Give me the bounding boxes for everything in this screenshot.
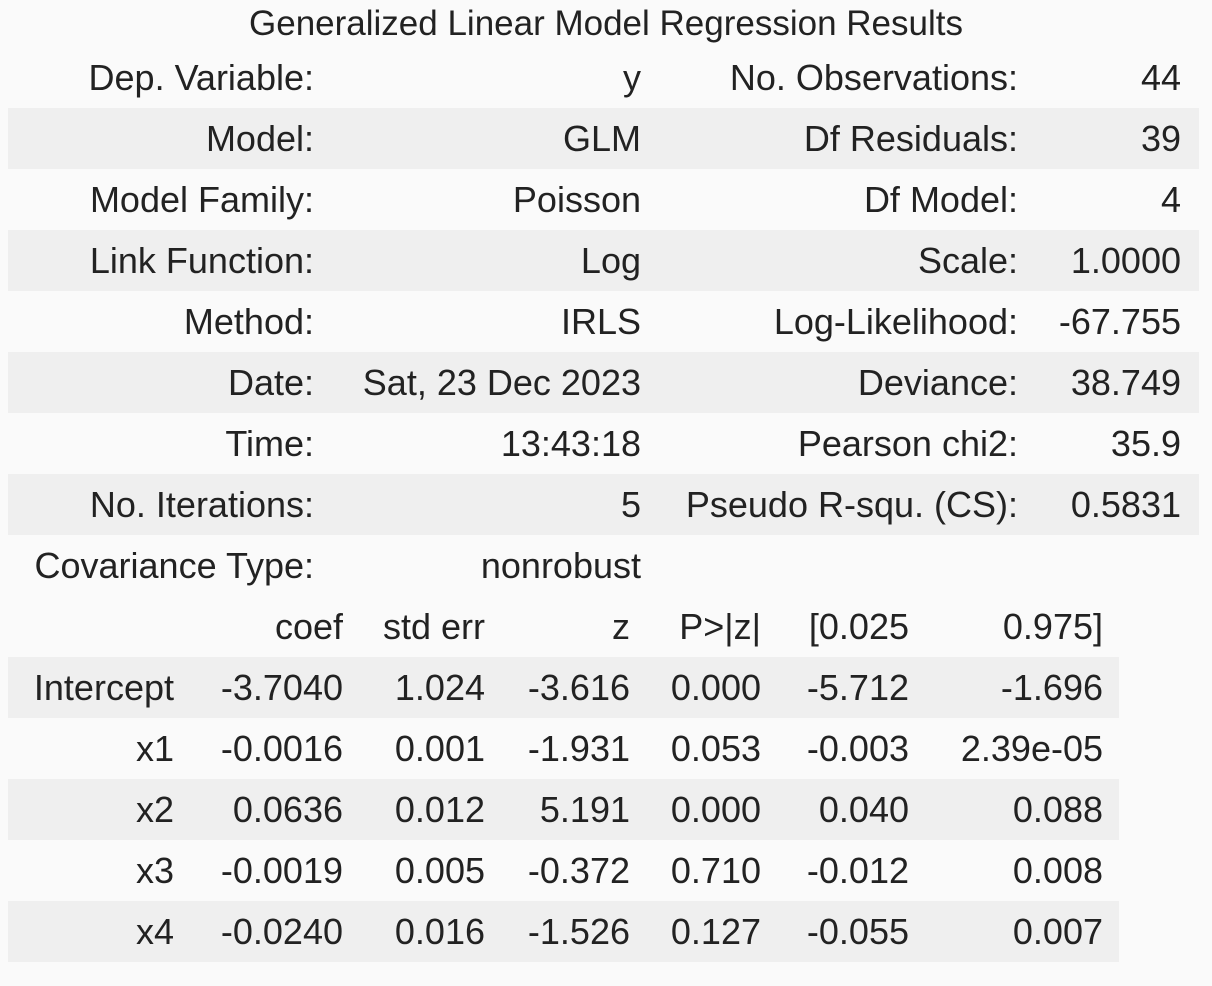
z-value: -0.372 — [527, 850, 630, 891]
ci-high-value: -1.696 — [1000, 667, 1103, 708]
summary-value: 13:43:18 — [500, 423, 641, 464]
summary-label: Model Family: — [89, 179, 314, 220]
coef-value: -0.0016 — [220, 728, 343, 769]
coef-value: 0.0636 — [232, 789, 343, 830]
std-err-value: 0.012 — [394, 789, 485, 830]
coef-variable-name: Intercept — [33, 667, 174, 708]
summary-label: Date: — [227, 362, 314, 403]
coef-header-cell: std err — [382, 606, 485, 647]
summary-label: Time: — [225, 423, 314, 464]
summary-value: GLM — [562, 118, 641, 159]
summary-label: Scale: — [917, 240, 1018, 281]
coef-row: Intercept -3.7040 1.024 -3.616 0.000 -5.… — [8, 657, 1119, 718]
coef-header-cell: P>|z| — [679, 606, 761, 647]
summary-value: 39 — [1140, 118, 1181, 159]
coef-value: -3.7040 — [220, 667, 343, 708]
summary-label: Log-Likelihood: — [773, 301, 1018, 342]
summary-value: 0.5831 — [1070, 484, 1181, 525]
summary-label: Df Residuals: — [803, 118, 1018, 159]
coef-header-cell — [8, 596, 190, 657]
ci-low-value: -0.055 — [806, 911, 909, 952]
table-caption: Generalized Linear Model Regression Resu… — [249, 4, 963, 43]
summary-value: 35.9 — [1110, 423, 1181, 464]
coef-value: -0.0240 — [220, 911, 343, 952]
z-value: -3.616 — [527, 667, 630, 708]
coef-variable-name: x4 — [135, 911, 174, 952]
summary-label: Model: — [205, 118, 314, 159]
summary-value — [1034, 535, 1199, 596]
summary-value: 38.749 — [1070, 362, 1181, 403]
summary-value: nonrobust — [480, 545, 641, 586]
summary-label: Link Function: — [89, 240, 314, 281]
z-value: -1.526 — [527, 911, 630, 952]
summary-row: Link Function: Log Scale: 1.0000 — [8, 230, 1199, 291]
coef-variable-name: x2 — [135, 789, 174, 830]
coef-variable-name: x3 — [135, 850, 174, 891]
summary-value: Log — [580, 240, 641, 281]
std-err-value: 1.024 — [394, 667, 485, 708]
z-value: 5.191 — [539, 789, 630, 830]
summary-label: Deviance: — [857, 362, 1018, 403]
std-err-value: 0.001 — [394, 728, 485, 769]
ci-low-value: -0.003 — [806, 728, 909, 769]
p-value: 0.000 — [670, 789, 761, 830]
coef-row: x1 -0.0016 0.001 -1.931 0.053 -0.003 2.3… — [8, 718, 1119, 779]
coef-row: x3 -0.0019 0.005 -0.372 0.710 -0.012 0.0… — [8, 840, 1119, 901]
summary-row: Time: 13:43:18 Pearson chi2: 35.9 — [8, 413, 1199, 474]
std-err-value: 0.005 — [394, 850, 485, 891]
ci-low-value: 0.040 — [818, 789, 909, 830]
summary-value: 1.0000 — [1070, 240, 1181, 281]
coef-header-row: coef std err z P>|z| [0.025 0.975] — [8, 596, 1119, 657]
summary-value: -67.755 — [1058, 301, 1181, 342]
coef-header-cell: 0.975] — [1002, 606, 1103, 647]
ci-low-value: -0.012 — [806, 850, 909, 891]
summary-value: IRLS — [560, 301, 641, 342]
coef-row: x2 0.0636 0.012 5.191 0.000 0.040 0.088 — [8, 779, 1119, 840]
summary-value: 4 — [1160, 179, 1181, 220]
summary-label: Pearson chi2: — [797, 423, 1018, 464]
coef-row: x4 -0.0240 0.016 -1.526 0.127 -0.055 0.0… — [8, 901, 1119, 962]
summary-row: Method: IRLS Log-Likelihood: -67.755 — [8, 291, 1199, 352]
model-summary-table: Dep. Variable: y No. Observations: 44 Mo… — [8, 47, 1199, 596]
summary-label: Method: — [183, 301, 314, 342]
summary-row: No. Iterations: 5 Pseudo R-squ. (CS): 0.… — [8, 474, 1199, 535]
summary-value: y — [623, 57, 641, 98]
z-value: -1.931 — [527, 728, 630, 769]
model-summary-body: Dep. Variable: y No. Observations: 44 Mo… — [8, 47, 1199, 596]
summary-value: Sat, 23 Dec 2023 — [362, 362, 641, 403]
p-value: 0.053 — [670, 728, 761, 769]
std-err-value: 0.016 — [394, 911, 485, 952]
summary-label: Df Model: — [863, 179, 1018, 220]
coef-header-cell: coef — [274, 606, 343, 647]
ci-high-value: 0.088 — [1012, 789, 1103, 830]
coef-header-cell: z — [612, 606, 630, 647]
summary-row: Model: GLM Df Residuals: 39 — [8, 108, 1199, 169]
coef-header-cell: [0.025 — [808, 606, 909, 647]
summary-row: Date: Sat, 23 Dec 2023 Deviance: 38.749 — [8, 352, 1199, 413]
summary-label: Pseudo R-squ. (CS): — [685, 484, 1018, 525]
summary-row: Covariance Type: nonrobust — [8, 535, 1199, 596]
summary-label — [657, 535, 1034, 596]
coefficients-table: coef std err z P>|z| [0.025 0.975] Inter… — [8, 596, 1119, 962]
summary-label: No. Iterations: — [89, 484, 314, 525]
summary-label: Dep. Variable: — [88, 57, 314, 98]
p-value: 0.127 — [670, 911, 761, 952]
p-value: 0.000 — [670, 667, 761, 708]
coef-variable-name: x1 — [135, 728, 174, 769]
summary-label: Covariance Type: — [34, 545, 315, 586]
summary-value: 44 — [1140, 57, 1181, 98]
ci-high-value: 2.39e-05 — [960, 728, 1103, 769]
ci-high-value: 0.007 — [1012, 911, 1103, 952]
coef-value: -0.0019 — [220, 850, 343, 891]
summary-value: Poisson — [512, 179, 641, 220]
summary-row: Dep. Variable: y No. Observations: 44 — [8, 47, 1199, 108]
summary-value: 5 — [620, 484, 641, 525]
p-value: 0.710 — [670, 850, 761, 891]
ci-high-value: 0.008 — [1012, 850, 1103, 891]
summary-label: No. Observations: — [729, 57, 1018, 98]
ci-low-value: -5.712 — [806, 667, 909, 708]
summary-row: Model Family: Poisson Df Model: 4 — [8, 169, 1199, 230]
